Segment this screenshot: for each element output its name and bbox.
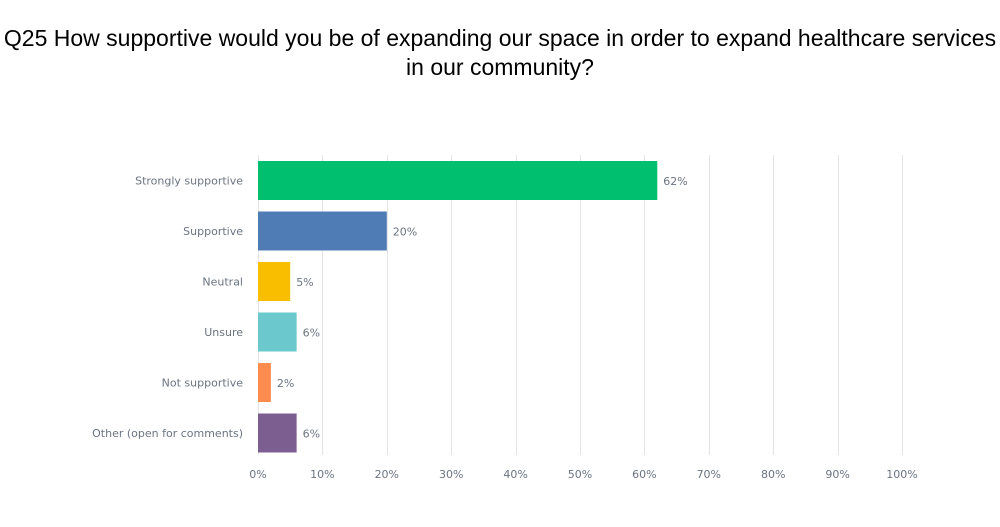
category-label-0: Strongly supportive <box>135 175 243 188</box>
category-label-1: Supportive <box>183 225 243 238</box>
bar-1 <box>258 211 387 251</box>
value-label-1: 20% <box>393 226 417 239</box>
bar-4 <box>258 363 271 402</box>
category-labels: Strongly supportive Supportive Neutral Unsu… <box>92 175 243 441</box>
category-label-5: Other (open for comments) <box>92 427 243 440</box>
bar-3 <box>258 312 297 352</box>
category-label-4: Not supportive <box>162 377 244 390</box>
x-tick-label-60: 60% <box>632 468 656 481</box>
grid-lines <box>258 155 903 455</box>
value-labels: 62% 20% 5% 6% 2% 6% <box>277 175 688 441</box>
x-tick-labels: 0% 10% 20% 30% 40% 50% 60% 70% 80% 90% 100% <box>249 468 917 481</box>
bars <box>258 161 658 453</box>
category-label-2: Neutral <box>202 276 243 289</box>
bar-5 <box>258 413 297 453</box>
chart-title: Q25 How supportive would you be of expan… <box>3 25 997 80</box>
value-label-2: 5% <box>296 276 313 289</box>
x-tick-label-10: 10% <box>310 468 334 481</box>
x-tick-label-20: 20% <box>375 468 399 481</box>
value-label-4: 2% <box>277 377 294 390</box>
x-tick-label-50: 50% <box>568 468 592 481</box>
x-tick-label-80: 80% <box>761 468 785 481</box>
bar-0 <box>258 161 658 200</box>
x-tick-label-100: 100% <box>886 468 917 481</box>
category-label-3: Unsure <box>204 326 243 339</box>
value-label-3: 6% <box>303 327 320 340</box>
bar-2 <box>258 262 291 301</box>
value-label-0: 62% <box>663 175 687 188</box>
x-tick-label-40: 40% <box>503 468 527 481</box>
x-tick-label-30: 30% <box>439 468 463 481</box>
x-tick-label-90: 90% <box>825 468 849 481</box>
x-tick-label-70: 70% <box>697 468 721 481</box>
x-tick-label-0: 0% <box>249 468 266 481</box>
value-label-5: 6% <box>303 428 320 441</box>
